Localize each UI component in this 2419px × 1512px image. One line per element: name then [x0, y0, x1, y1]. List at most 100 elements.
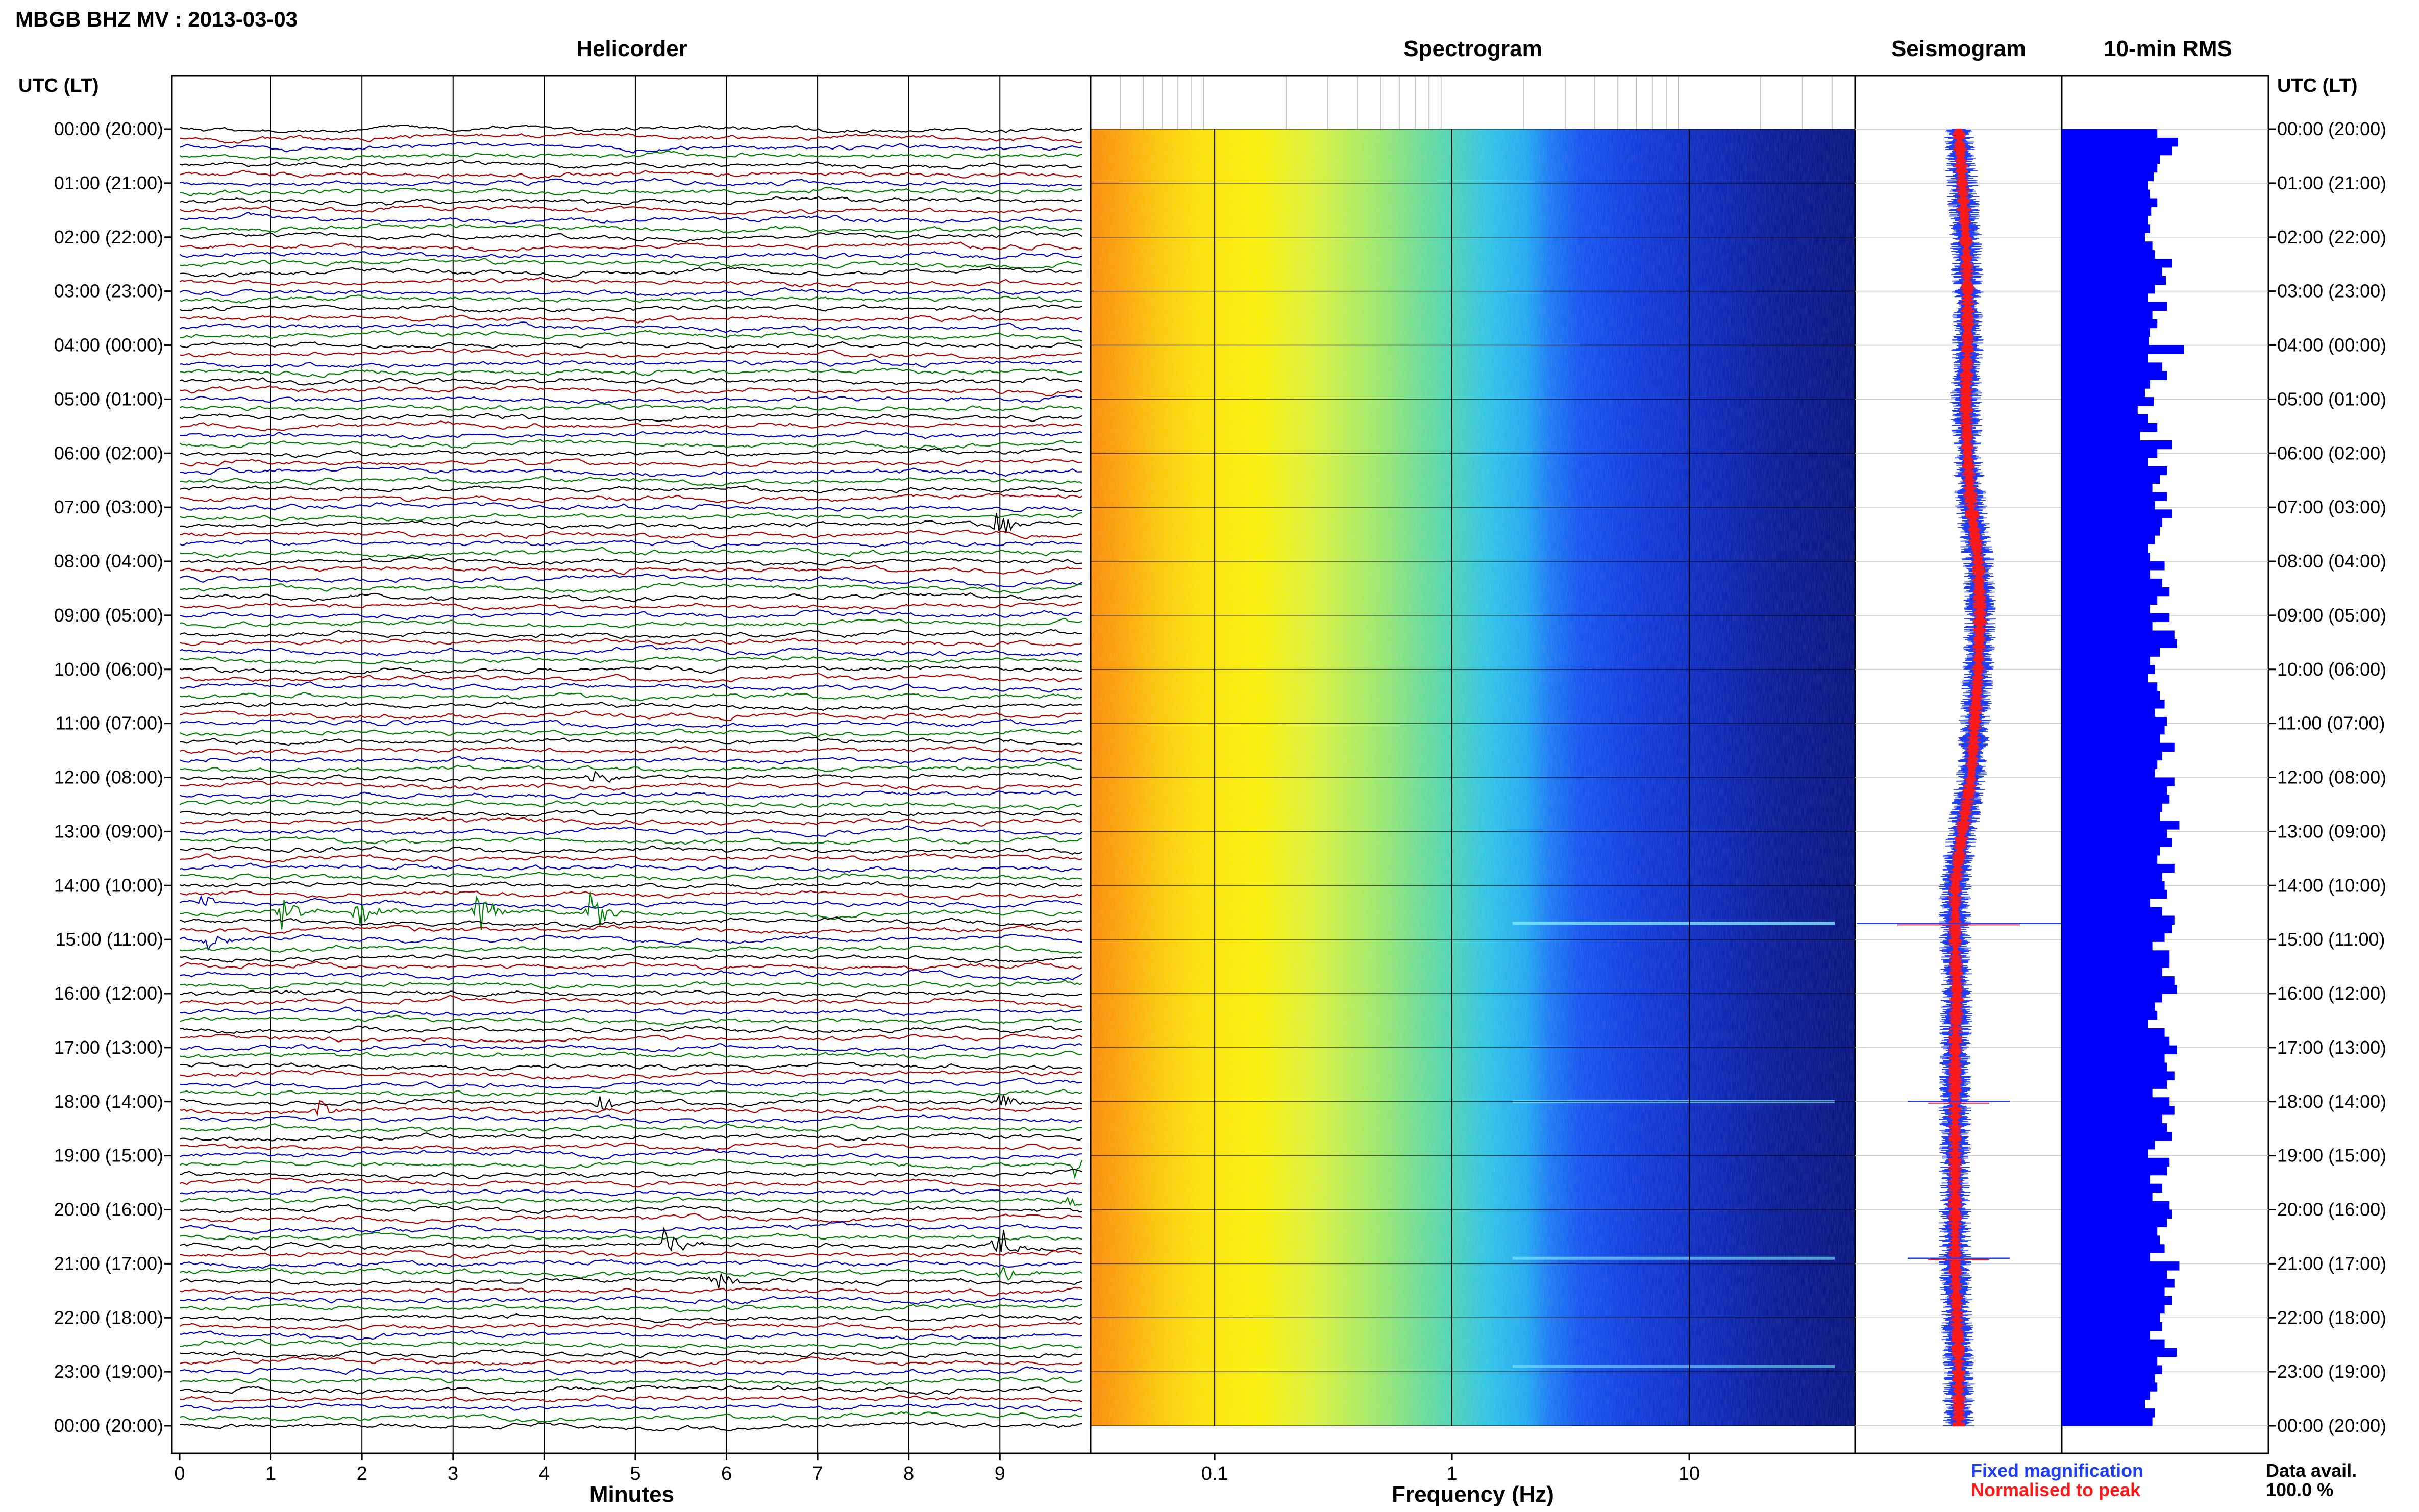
minute-tick-label: 0	[174, 1463, 185, 1484]
right-time-label: 21:00 (17:00)	[2277, 1253, 2386, 1274]
helicorder-trace	[179, 159, 1082, 170]
helicorder-trace	[179, 1286, 1082, 1297]
rms-bar	[2062, 821, 2180, 830]
rms-bar	[2062, 1019, 2148, 1029]
helicorder-trace	[179, 368, 1082, 378]
helicorder-trace	[179, 665, 1082, 675]
right-time-label: 22:00 (18:00)	[2277, 1307, 2386, 1328]
helicorder-trace	[180, 458, 1082, 468]
helicorder-trace	[179, 493, 1082, 504]
frequency-axis-ticks: 0.1 1 10	[1201, 1453, 1700, 1484]
rms-bar	[2062, 293, 2148, 303]
rms-bar	[2062, 994, 2162, 1003]
right-time-label: 15:00 (11:00)	[2277, 929, 2385, 950]
rms-bar	[2062, 207, 2152, 216]
rms-bar	[2062, 1036, 2170, 1046]
rms-bar	[2062, 630, 2175, 639]
helicorder-trace	[180, 1330, 1082, 1341]
helicorder-trace	[179, 385, 1082, 397]
helicorder-traces	[179, 124, 1083, 1432]
data-availability-value: 100.0 %	[2266, 1479, 2333, 1500]
rms-bar	[2062, 267, 2162, 277]
right-time-label: 01:00 (21:00)	[2277, 172, 2386, 193]
right-time-label: 12:00 (08:00)	[2277, 767, 2386, 788]
rms-bar	[2062, 1253, 2150, 1262]
helicorder-trace	[179, 681, 1082, 693]
rms-bar	[2062, 431, 2140, 441]
rms-bar	[2062, 760, 2158, 770]
helicorder-trace	[179, 348, 1082, 360]
right-time-label: 20:00 (16:00)	[2277, 1199, 2386, 1220]
rms-bar	[2062, 1106, 2175, 1115]
helicorder-trace	[179, 954, 1082, 963]
helicorder-trace	[179, 862, 1082, 873]
rms-bar	[2062, 1183, 2162, 1193]
right-time-label: 16:00 (12:00)	[2277, 983, 2386, 1004]
rms-bar	[2062, 1313, 2160, 1323]
helicorder-trace	[179, 359, 1082, 368]
rms-bar	[2062, 189, 2150, 199]
rms-bar	[2062, 751, 2162, 761]
rms-bar	[2062, 1097, 2170, 1106]
rms-bar	[2062, 1400, 2145, 1409]
spectrogram-title: Spectrogram	[1403, 36, 1542, 61]
helicorder-trace	[179, 790, 1082, 800]
left-time-label: 16:00 (12:00)	[54, 983, 163, 1004]
rms-bar	[2062, 215, 2148, 225]
spectrogram-gridlines	[1090, 76, 1856, 1426]
helicorder-trace	[179, 1006, 1082, 1017]
helicorder-trace	[179, 294, 1082, 304]
spectrogram-bright-line	[1512, 1256, 1835, 1260]
right-time-label: 17:00 (13:00)	[2277, 1037, 2386, 1058]
rms-bar	[2062, 1062, 2167, 1072]
rms-bar	[2062, 1010, 2158, 1020]
rms-bar	[2062, 1417, 2153, 1426]
helicorder-trace	[179, 466, 1082, 477]
rms-bar	[2062, 1408, 2155, 1418]
helicorder-trace	[179, 591, 1082, 603]
helicorder-trace	[179, 186, 1082, 196]
rms-bar	[2062, 1279, 2175, 1288]
rms-bar	[2062, 700, 2165, 709]
helicorder-trace	[179, 1402, 1082, 1412]
helicorder-trace	[179, 573, 1082, 588]
rms-bar	[2062, 656, 2150, 665]
right-time-label: 07:00 (03:00)	[2277, 497, 2386, 517]
left-time-label: 03:00 (23:00)	[54, 281, 163, 302]
rms-bar	[2062, 838, 2172, 847]
helicorder-trace	[179, 1204, 1082, 1214]
helicorder-trace	[179, 124, 1082, 134]
rms-title: 10-min RMS	[2104, 36, 2232, 61]
rms-bar	[2062, 1114, 2162, 1124]
helicorder-trace	[179, 1356, 1082, 1367]
figure-title: MBGB BHZ MV : 2013-03-03	[15, 7, 298, 31]
helicorder-trace	[179, 1422, 1082, 1432]
right-time-label: 11:00 (07:00)	[2277, 713, 2385, 734]
helicorder-trace	[179, 330, 1082, 342]
left-time-label: 15:00 (11:00)	[56, 929, 163, 950]
helicorder-trace	[179, 1265, 1082, 1281]
rms-bar	[2062, 1201, 2170, 1210]
rms-bar	[2062, 863, 2175, 873]
rms-bar	[2062, 1235, 2160, 1245]
rms-bar	[2062, 561, 2165, 571]
rms-bar	[2062, 682, 2158, 691]
rms-bar	[2062, 163, 2158, 173]
right-time-label: 00:00 (20:00)	[2277, 118, 2386, 139]
rms-bar	[2062, 1391, 2150, 1400]
helicorder-trace	[179, 817, 1082, 827]
rms-bar	[2062, 1322, 2162, 1331]
right-time-label: 02:00 (22:00)	[2277, 227, 2386, 247]
helicorder-trace	[179, 746, 1082, 755]
rms-bar	[2062, 803, 2162, 812]
right-time-label: 05:00 (01:00)	[2277, 388, 2386, 409]
helicorder-trace	[179, 617, 1082, 629]
helicorder-trace	[179, 881, 1082, 890]
rms-bar	[2062, 310, 2153, 320]
left-time-label: 10:00 (06:00)	[54, 659, 163, 680]
rms-bar	[2062, 716, 2167, 726]
helicorder-trace	[179, 710, 1082, 721]
rms-bar	[2062, 509, 2172, 518]
helicorder-trace	[179, 989, 1082, 998]
rms-bar	[2062, 596, 2158, 605]
